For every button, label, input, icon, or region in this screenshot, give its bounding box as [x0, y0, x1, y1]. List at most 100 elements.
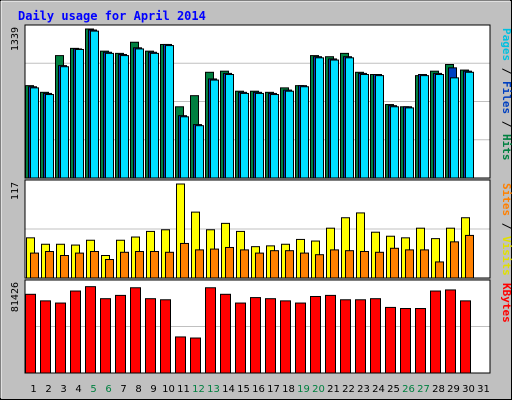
- legend-middle: Sites / Visits: [500, 183, 512, 276]
- bar-pages-day-24: [375, 75, 384, 179]
- bar-sites-day-3: [60, 255, 69, 279]
- day-label-16: 16: [252, 384, 265, 395]
- bar-pages-day-15: [240, 92, 249, 179]
- bar-pages-day-2: [45, 94, 54, 179]
- bar-kbytes-day-24: [370, 298, 381, 374]
- plot-border: [24, 24, 491, 179]
- bar-sites-day-19: [300, 252, 309, 279]
- legend-part: /: [500, 61, 512, 81]
- day-label-12: 12: [192, 384, 205, 395]
- legend-part: Visits: [500, 236, 512, 276]
- bar-kbytes-day-28: [430, 290, 441, 374]
- bar-sites-day-13: [210, 248, 219, 279]
- day-label-2: 2: [45, 384, 51, 395]
- bar-kbytes-day-13: [205, 287, 216, 374]
- panel-kbytes: 81426: [10, 279, 491, 374]
- bar-sites-day-23: [360, 250, 369, 279]
- plot-border: [24, 179, 491, 279]
- bar-kbytes-day-27: [415, 308, 426, 374]
- bar-sites-day-17: [270, 250, 279, 279]
- bar-kbytes-day-17: [265, 298, 276, 374]
- day-label-11: 11: [177, 384, 190, 395]
- bar-sites-day-30: [465, 234, 474, 279]
- bar-kbytes-day-12: [190, 337, 201, 374]
- bar-pages-day-3: [60, 66, 69, 179]
- panel-visits_sites: 117: [10, 179, 491, 279]
- bar-sites-day-14: [225, 246, 234, 279]
- bar-kbytes-day-10: [160, 299, 171, 374]
- bar-kbytes-day-29: [445, 289, 456, 374]
- legend-part: /: [500, 114, 512, 134]
- chart-title: Daily usage for April 2014: [18, 9, 206, 23]
- bar-pages-day-18: [285, 90, 294, 179]
- bar-pages-day-14: [225, 74, 234, 179]
- day-label-3: 3: [60, 384, 66, 395]
- day-label-24: 24: [372, 384, 385, 395]
- bar-pages-day-25: [390, 106, 399, 179]
- day-label-14: 14: [222, 384, 235, 395]
- bar-pages-day-29: [450, 77, 459, 179]
- day-label-23: 23: [357, 384, 370, 395]
- day-label-20: 20: [312, 384, 325, 395]
- bar-sites-day-4: [75, 252, 84, 279]
- bar-kbytes-day-18: [280, 300, 291, 374]
- bar-kbytes-day-5: [85, 286, 96, 374]
- bar-kbytes-day-1: [25, 293, 36, 374]
- day-label-31: 31: [477, 384, 490, 395]
- bar-pages-day-30: [465, 71, 474, 179]
- day-label-5: 5: [90, 384, 96, 395]
- bar-kbytes-day-23: [355, 299, 366, 374]
- bar-kbytes-day-6: [100, 298, 111, 374]
- bar-sites-day-6: [105, 259, 114, 279]
- bar-sites-day-2: [45, 250, 54, 279]
- day-label-9: 9: [150, 384, 156, 395]
- bar-kbytes-day-3: [55, 302, 66, 374]
- bar-sites-day-22: [345, 250, 354, 279]
- bar-sites-day-15: [240, 249, 249, 279]
- day-label-26: 26: [402, 384, 415, 395]
- bar-sites-day-9: [150, 250, 159, 279]
- day-label-22: 22: [342, 384, 355, 395]
- bar-kbytes-day-14: [220, 293, 231, 374]
- panel-pages_files_hits: 1339: [10, 24, 491, 179]
- bar-kbytes-day-4: [70, 290, 81, 374]
- bar-kbytes-day-11: [175, 336, 186, 374]
- bar-kbytes-day-19: [295, 302, 306, 374]
- day-label-30: 30: [462, 384, 475, 395]
- bar-kbytes-day-21: [325, 294, 336, 374]
- bar-sites-day-24: [375, 251, 384, 279]
- day-label-10: 10: [162, 384, 175, 395]
- bar-kbytes-day-8: [130, 287, 141, 374]
- bar-sites-day-8: [135, 250, 144, 279]
- bar-kbytes-day-9: [145, 298, 156, 374]
- bar-sites-day-12: [195, 249, 204, 279]
- bar-pages-day-4: [75, 48, 84, 179]
- bar-sites-day-5: [90, 250, 99, 279]
- day-label-8: 8: [135, 384, 141, 395]
- day-label-18: 18: [282, 384, 295, 395]
- bar-pages-day-19: [300, 86, 309, 179]
- bar-sites-day-16: [255, 252, 264, 279]
- legend-bottom: KBytes: [500, 283, 512, 323]
- bar-sites-day-18: [285, 250, 294, 279]
- bar-kbytes-day-30: [460, 300, 471, 374]
- bar-kbytes-day-7: [115, 294, 126, 374]
- bar-pages-day-16: [255, 92, 264, 179]
- bar-pages-day-12: [195, 125, 204, 179]
- bar-pages-day-9: [150, 52, 159, 179]
- bar-kbytes-day-25: [385, 306, 396, 374]
- bar-pages-day-11: [180, 116, 189, 179]
- bar-sites-day-1: [30, 252, 39, 279]
- day-label-27: 27: [417, 384, 430, 395]
- day-label-17: 17: [267, 384, 280, 395]
- legend-top: Pages / Files / Hits: [500, 28, 512, 161]
- bar-pages-day-7: [120, 55, 129, 179]
- bar-pages-day-23: [360, 74, 369, 179]
- bar-pages-day-22: [345, 57, 354, 179]
- bar-pages-day-13: [210, 79, 219, 179]
- day-label-28: 28: [432, 384, 445, 395]
- legend-part: /: [500, 216, 512, 236]
- day-label-19: 19: [297, 384, 310, 395]
- max-label-visits_sites: 117: [10, 182, 21, 200]
